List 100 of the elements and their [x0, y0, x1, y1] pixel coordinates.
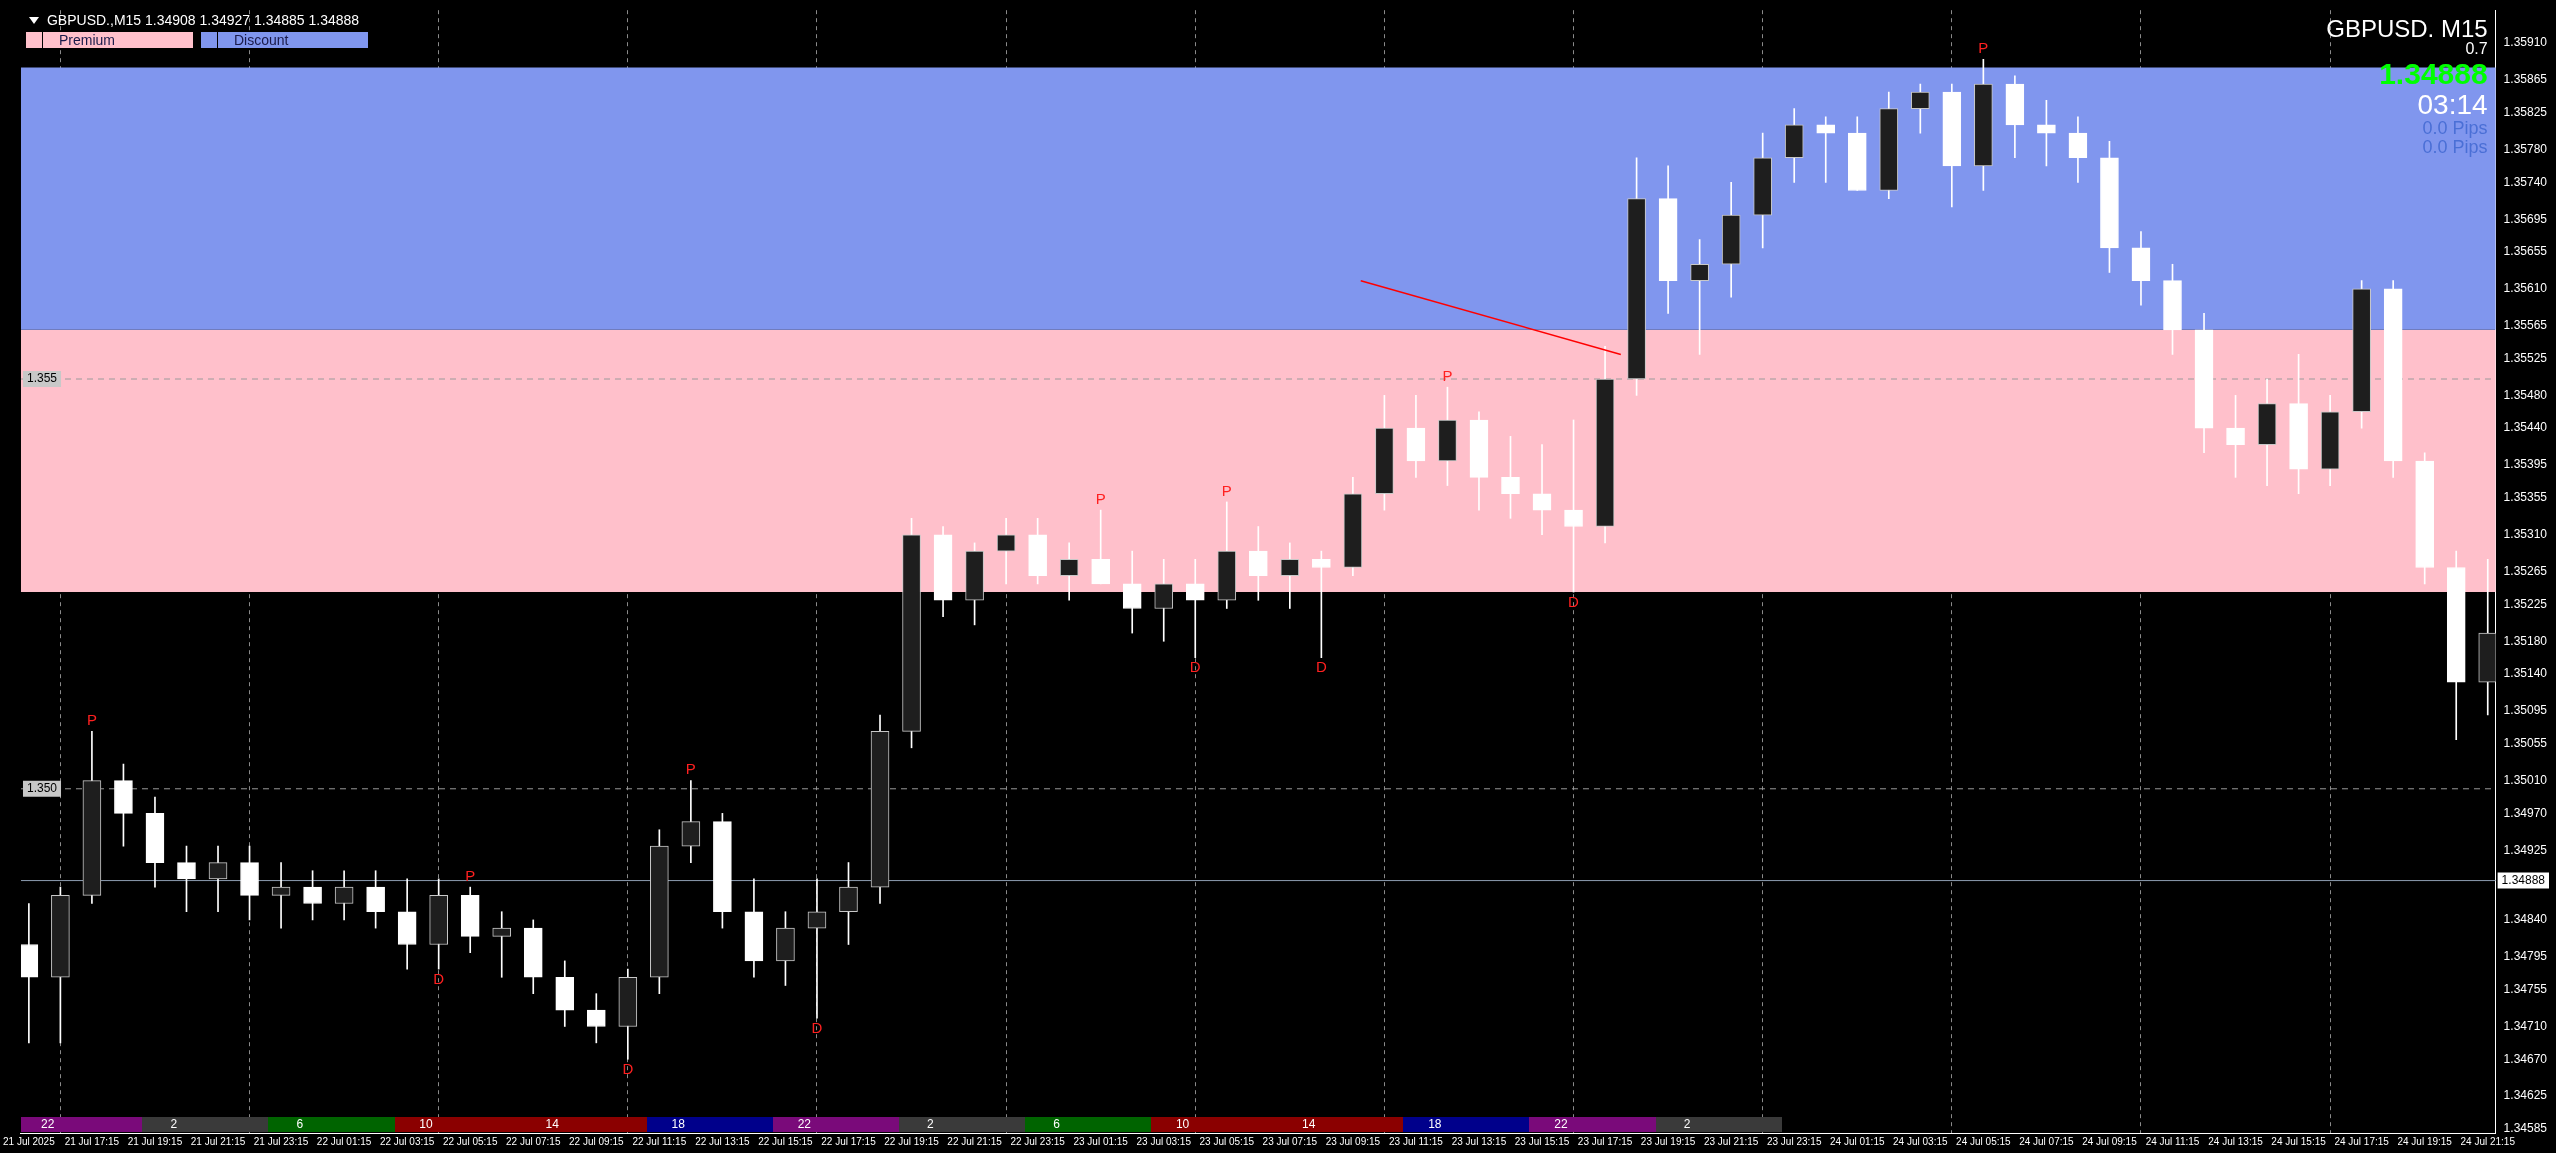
y-tick-label: 1.35780: [2503, 141, 2548, 156]
annotation: 22: [40, 1117, 56, 1132]
annotation: 22: [1553, 1117, 1569, 1132]
annotation: 6: [295, 1117, 305, 1132]
candlestick: [492, 911, 512, 978]
y-tick-label: 1.35225: [2503, 596, 2548, 611]
ref-line-label: 1.350: [26, 781, 58, 796]
x-tick-label: 22 Jul 15:15: [758, 1135, 814, 1147]
annotation: 22: [796, 1117, 812, 1132]
annotation: D: [622, 1059, 634, 1077]
candlestick: [1532, 444, 1552, 536]
y-tick-label: 1.35525: [2503, 350, 2548, 365]
y-tick-label: 1.35655: [2503, 244, 2548, 259]
x-tick-label: 21 Jul 17:15: [64, 1135, 120, 1147]
annotation: P: [1221, 481, 1232, 499]
annotation: 1.34888: [2378, 57, 2488, 91]
x-tick-label: 24 Jul 13:15: [2208, 1135, 2264, 1147]
annotation: 0.7: [2464, 40, 2488, 59]
annotation: 14: [544, 1117, 560, 1132]
annotation: 03:14: [2416, 88, 2488, 120]
annotation: D: [811, 1018, 823, 1036]
y-tick-label: 1.34625: [2503, 1088, 2548, 1103]
x-tick-label: 21 Jul 2025: [3, 1135, 56, 1147]
x-tick-label: 22 Jul 09:15: [569, 1135, 624, 1147]
y-tick-label: 1.35265: [2503, 563, 2548, 578]
x-tick-label: 24 Jul 21:15: [2460, 1135, 2516, 1147]
annotation: P: [465, 866, 476, 884]
y-tick-label: 1.35310: [2503, 527, 2548, 542]
annotation: P: [1442, 366, 1453, 384]
annotation: P: [1978, 39, 1989, 57]
chart-title: GBPUSD.,M15 1.34908 1.34927 1.34885 1.34888: [46, 12, 360, 29]
x-tick-label: 24 Jul 11:15: [2145, 1135, 2200, 1147]
x-tick-label: 23 Jul 15:15: [1514, 1135, 1570, 1147]
y-tick-label: 1.35740: [2503, 174, 2548, 189]
x-tick-label: 23 Jul 23:15: [1766, 1135, 1822, 1147]
label-tag: Discount: [218, 32, 368, 49]
x-tick-label: 22 Jul 19:15: [884, 1135, 940, 1147]
x-tick-label: 24 Jul 17:15: [2334, 1135, 2390, 1147]
candlestick: [271, 862, 291, 929]
annotation: 18: [670, 1117, 686, 1132]
x-tick-label: 22 Jul 13:15: [695, 1135, 751, 1147]
x-tick-label: 22 Jul 05:15: [442, 1135, 498, 1147]
y-tick-label: 1.34755: [2503, 981, 2548, 996]
x-tick-label: 22 Jul 11:15: [632, 1135, 687, 1147]
y-tick-label: 1.35140: [2503, 666, 2548, 681]
annotation: P: [86, 711, 97, 729]
candlestick: [807, 878, 827, 1019]
x-tick-label: 21 Jul 23:15: [253, 1135, 309, 1147]
x-tick-label: 24 Jul 01:15: [1830, 1135, 1885, 1147]
x-tick-label: 24 Jul 09:15: [2082, 1135, 2138, 1147]
x-tick-label: 23 Jul 21:15: [1703, 1135, 1759, 1147]
y-tick-label: 1.35825: [2503, 104, 2548, 119]
annotation: 18: [1427, 1117, 1443, 1132]
annotation: GBPUSD. M15: [2326, 15, 2488, 43]
y-tick-label: 1.35695: [2503, 211, 2548, 226]
annotation: 2: [169, 1117, 179, 1132]
y-tick-label: 1.34840: [2503, 912, 2548, 927]
x-tick-label: 23 Jul 11:15: [1389, 1135, 1444, 1147]
annotation: 10: [418, 1117, 434, 1132]
x-tick-label: 23 Jul 05:15: [1199, 1135, 1255, 1147]
x-tick-label: 23 Jul 09:15: [1325, 1135, 1381, 1147]
x-tick-label: 24 Jul 15:15: [2271, 1135, 2327, 1147]
annotation: 2: [1682, 1117, 1692, 1132]
y-tick-label: 1.34795: [2503, 949, 2548, 964]
annotation: 2: [926, 1117, 935, 1132]
x-tick-label: 23 Jul 19:15: [1640, 1135, 1696, 1147]
x-tick-label: 23 Jul 07:15: [1262, 1135, 1318, 1147]
label-tag: Premium: [43, 32, 193, 49]
x-tick-label: 22 Jul 07:15: [506, 1135, 561, 1147]
y-tick-label: 1.35055: [2503, 736, 2548, 751]
x-tick-label: 22 Jul 23:15: [1010, 1135, 1066, 1147]
x-tick-label: 21 Jul 21:15: [190, 1135, 246, 1147]
x-tick-label: 22 Jul 21:15: [947, 1135, 1003, 1147]
y-tick-label: 1.35395: [2503, 457, 2548, 472]
x-tick-label: 24 Jul 03:15: [1893, 1135, 1948, 1147]
y-tick-label: 1.35180: [2503, 633, 2548, 648]
y-tick-label: 1.34670: [2503, 1051, 2548, 1066]
y-tick-label: 1.35440: [2503, 420, 2548, 435]
ref-line-label: 1.34888: [2501, 872, 2546, 887]
annotation: 6: [1052, 1117, 1061, 1132]
annotation: D: [1568, 592, 1580, 610]
x-tick-label: 23 Jul 03:15: [1136, 1135, 1192, 1147]
x-tick-label: 22 Jul 03:15: [379, 1135, 435, 1147]
annotation: P: [1095, 489, 1106, 507]
y-tick-label: 1.34925: [2503, 842, 2548, 857]
x-tick-label: 24 Jul 07:15: [2019, 1135, 2075, 1147]
annotation: D: [1189, 658, 1201, 676]
candlestick: [20, 903, 39, 1044]
y-tick-label: 1.35095: [2503, 703, 2548, 718]
y-tick-label: 1.35480: [2503, 387, 2548, 402]
candlestick: [1185, 558, 1205, 658]
x-tick-label: 24 Jul 19:15: [2397, 1135, 2453, 1147]
annotation: D: [1315, 658, 1327, 676]
y-tick-label: 1.35565: [2503, 318, 2548, 333]
y-tick-label: 1.35865: [2503, 72, 2548, 87]
y-tick-label: 1.35355: [2503, 490, 2548, 505]
ref-line-label: 1.355: [26, 371, 58, 386]
x-tick-label: 23 Jul 01:15: [1073, 1135, 1129, 1147]
y-tick-label: 1.34970: [2503, 805, 2548, 820]
annotation: 14: [1301, 1117, 1317, 1132]
